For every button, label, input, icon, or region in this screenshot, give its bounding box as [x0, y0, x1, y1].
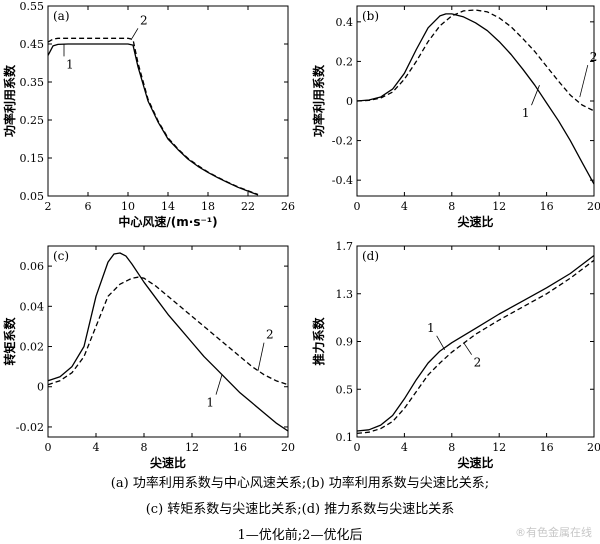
y-tick-label: 0.04 — [20, 300, 45, 313]
y-axis-label: 转矩系数 — [2, 317, 17, 366]
series-line-1 — [47, 43, 259, 196]
x-axis-label: 尖速比 — [150, 455, 186, 470]
x-tick-label: 0 — [354, 200, 361, 213]
x-tick-label: 22 — [241, 200, 255, 213]
plot-frame — [47, 245, 289, 438]
curve-label-leader — [436, 335, 446, 351]
curve-label: 1 — [427, 321, 435, 335]
plot-frame — [47, 5, 289, 197]
curve-label: 1 — [206, 396, 214, 410]
y-tick-label: 0.4 — [336, 16, 354, 29]
x-tick-label: 4 — [401, 200, 408, 213]
y-tick-label: 1.3 — [336, 288, 354, 301]
panel-label: (d) — [362, 249, 379, 263]
series-line-2 — [47, 276, 289, 386]
y-tick-label: 0.5 — [336, 383, 354, 396]
y-axis-label: 推力系数 — [311, 317, 326, 366]
y-axis-label: 功率利用系数 — [2, 64, 17, 137]
x-tick-label: 18 — [201, 200, 215, 213]
curve-label: 1 — [522, 106, 530, 120]
x-tick-label: 8 — [448, 200, 455, 213]
x-tick-label: 14 — [161, 200, 175, 213]
x-axis-label: 尖速比 — [457, 455, 493, 470]
x-tick-label: 12 — [492, 441, 506, 454]
curve-label-leader — [215, 374, 223, 395]
x-tick-label: 8 — [448, 441, 455, 454]
plot-frame — [356, 5, 595, 197]
panel-a-chart: 2 6 10 14 18 22 260.050.150.250.350.450.55(a)中… — [2, 0, 295, 229]
caption-line-1: (a) 功率利用系数与中心风速关系;(b) 功率利用系数与尖速比关系; — [110, 476, 490, 491]
x-axis-label: 中心风速/(m·s⁻¹) — [118, 214, 217, 229]
x-tick-label: 12 — [185, 441, 199, 454]
y-tick-label: 0.02 — [20, 341, 45, 354]
curve-label-leader — [531, 85, 540, 106]
y-tick-label: 0.45 — [20, 38, 45, 51]
series-line-1 — [47, 252, 289, 432]
panel-label: (b) — [362, 9, 379, 23]
x-tick-label: 16 — [540, 200, 554, 213]
panel-label: (a) — [53, 9, 70, 23]
curve-label-leader — [131, 28, 139, 39]
curve-label: 1 — [66, 57, 74, 71]
x-tick-label: 4 — [401, 441, 408, 454]
caption-line-2: (c) 转矩系数与尖速比关系;(d) 推力系数与尖速比关系 — [145, 502, 455, 517]
x-tick-label: 0 — [354, 441, 361, 454]
series-line-2 — [47, 37, 259, 196]
series-line-1 — [356, 13, 595, 185]
x-tick-label: 26 — [281, 200, 295, 213]
watermark: ®有色金属在线 — [515, 526, 592, 539]
series-line-1 — [356, 254, 595, 432]
y-tick-label: 0.25 — [20, 114, 45, 127]
x-tick-label: 10 — [121, 200, 135, 213]
y-tick-label: 0.55 — [20, 0, 45, 13]
curve-label: 2 — [266, 328, 274, 342]
curve-label: 2 — [590, 50, 598, 64]
y-tick-label: 0.9 — [336, 336, 354, 349]
x-tick-label: 8 — [141, 441, 148, 454]
y-tick-label: 1.7 — [336, 240, 354, 253]
x-tick-label: 20 — [281, 441, 295, 454]
x-tick-label: 2 — [45, 200, 52, 213]
panel-label: (c) — [53, 249, 69, 263]
curve-label-leader — [579, 64, 589, 98]
y-tick-label: -0.2 — [332, 135, 353, 148]
y-tick-label: 0.1 — [336, 431, 354, 444]
x-tick-label: 20 — [587, 441, 600, 454]
x-tick-label: 16 — [233, 441, 247, 454]
x-tick-label: 16 — [540, 441, 554, 454]
y-axis-label: 功率利用系数 — [311, 64, 326, 137]
x-tick-label: 0 — [45, 441, 52, 454]
y-tick-label: 0.2 — [336, 55, 354, 68]
plot-frame — [356, 245, 595, 438]
y-tick-label: 0.05 — [20, 190, 45, 203]
x-tick-label: 20 — [587, 200, 600, 213]
caption-line-3: 1—优化前;2—优化后 — [237, 528, 363, 543]
y-tick-label: 0.15 — [20, 152, 45, 165]
x-tick-label: 4 — [93, 441, 100, 454]
curve-label-leader — [463, 342, 472, 355]
y-tick-label: 0.35 — [20, 76, 45, 89]
curve-label: 2 — [140, 13, 148, 27]
y-tick-label: 0 — [37, 381, 44, 394]
x-tick-label: 12 — [492, 200, 506, 213]
series-line-2 — [356, 9, 595, 112]
x-axis-label: 尖速比 — [457, 214, 493, 229]
y-tick-label: 0 — [346, 95, 353, 108]
y-tick-label: 0.06 — [20, 260, 45, 273]
curve-label-leader — [257, 342, 265, 371]
y-tick-label: -0.02 — [16, 421, 44, 434]
curve-label: 2 — [474, 356, 482, 370]
series-line-2 — [356, 259, 595, 435]
x-tick-label: 6 — [85, 200, 92, 213]
y-tick-label: -0.4 — [332, 174, 353, 187]
